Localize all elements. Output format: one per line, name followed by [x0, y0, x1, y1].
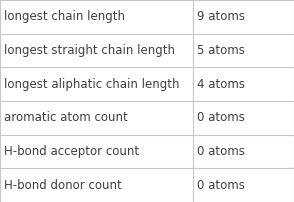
Text: 0 atoms: 0 atoms — [197, 111, 245, 124]
Text: 0 atoms: 0 atoms — [197, 145, 245, 158]
Text: H-bond acceptor count: H-bond acceptor count — [4, 145, 139, 158]
Text: 4 atoms: 4 atoms — [197, 78, 245, 91]
Text: longest chain length: longest chain length — [4, 10, 125, 23]
Text: 9 atoms: 9 atoms — [197, 10, 245, 23]
Text: longest aliphatic chain length: longest aliphatic chain length — [4, 78, 179, 91]
Text: longest straight chain length: longest straight chain length — [4, 44, 175, 57]
Text: 0 atoms: 0 atoms — [197, 179, 245, 192]
Text: H-bond donor count: H-bond donor count — [4, 179, 121, 192]
Text: 5 atoms: 5 atoms — [197, 44, 245, 57]
Text: aromatic atom count: aromatic atom count — [4, 111, 127, 124]
